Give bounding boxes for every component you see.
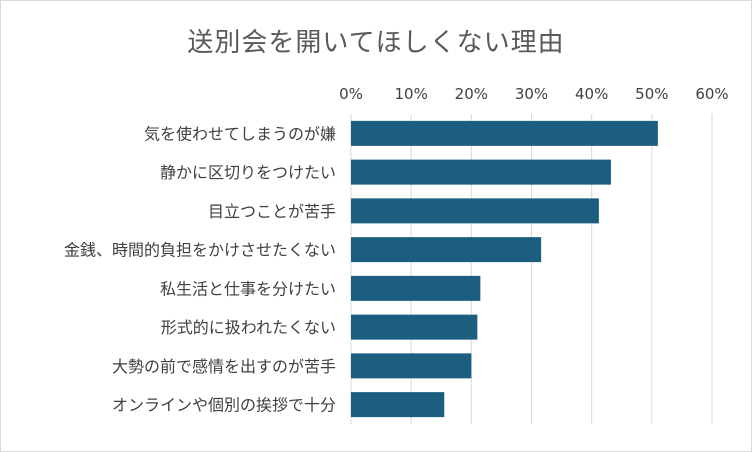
x-tick-label: 50% [635,85,668,103]
x-tick-label: 20% [455,85,488,103]
x-tick-label: 30% [515,85,548,103]
bar [351,159,611,185]
bar [351,198,599,224]
category-label: オンラインや個別の挨拶で十分 [112,396,336,415]
chart-title: 送別会を開いてほしくない理由 [187,28,565,58]
category-label: 形式的に扱われたくない [161,318,336,337]
x-tick-label: 10% [394,85,427,103]
bar [351,120,658,146]
bar [351,392,445,418]
bar [351,353,472,379]
category-label: 金銭、時間的負担をかけさせたくない [64,241,336,260]
category-label: 大勢の前で感情を出すのが苦手 [112,357,336,376]
x-tick-label: 60% [695,85,728,103]
category-label: 目立つことが苦手 [208,202,336,221]
category-labels: 気を使わせてしまうのが嫌静かに区切りをつけたい目立つことが苦手金銭、時間的負担を… [64,124,336,414]
bar [351,275,481,301]
bars [351,120,658,418]
category-label: 気を使わせてしまうのが嫌 [144,124,336,143]
category-label: 静かに区切りをつけたい [160,163,336,182]
category-label: 私生活と仕事を分けたい [160,279,336,298]
x-tick-label: 40% [575,85,608,103]
x-tick-label: 0% [339,85,363,103]
bar [351,314,478,340]
x-tick-labels: 0% 10% 20% 30% 40% 50% 60% [339,85,729,103]
bar [351,237,542,263]
